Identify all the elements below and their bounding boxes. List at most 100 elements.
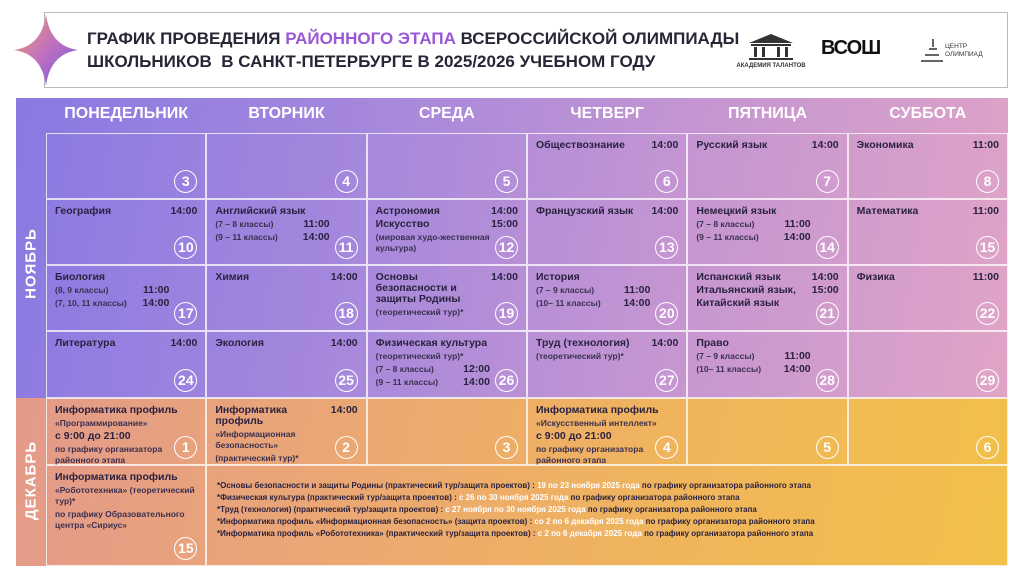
subject: Английский язык: [215, 205, 306, 217]
note-rest: по графику организатора районного этапа: [568, 493, 740, 502]
day-cell: Астрономия 14:00 Искусство 15:00 (мировая ху…: [366, 199, 527, 265]
time: 14:00: [142, 297, 170, 309]
day-cell: Экология 14:00 25: [206, 331, 367, 398]
note-text: *Труд (технология) (практический тур/защ…: [217, 505, 446, 514]
time: 14:00: [491, 271, 518, 283]
day-header: ПЯТНИЦА: [727, 105, 808, 122]
day-number: 21: [815, 302, 839, 325]
time: 11:00: [784, 350, 811, 362]
title-text: ВСЕРОССИЙСКОЙ ОЛИМПИАДЫ: [455, 29, 740, 48]
subject: Немецкий язык: [696, 205, 777, 217]
subject: Астрономия: [375, 205, 440, 217]
entry: (8, 9 классы) 11:00: [55, 285, 197, 296]
entry: по графику Образовательного центра «Сири…: [55, 509, 197, 531]
subject: Биология: [55, 271, 106, 283]
day-cell: Испанский язык 14:00 Итальянский язык, 15:0…: [687, 265, 848, 331]
time: 14:00: [783, 363, 811, 375]
detail: (9 – 11 классы): [215, 232, 278, 242]
day-number: 15: [174, 537, 198, 560]
time: 14:00: [811, 139, 839, 151]
detail: (8, 9 классы): [55, 285, 109, 295]
day-cell: 3: [366, 398, 527, 465]
entry: Французский язык 14:00: [536, 206, 678, 217]
subject: География: [55, 205, 112, 217]
entry: «Информационная безопасность»: [215, 429, 357, 451]
subject: Информатика профиль: [55, 404, 178, 416]
entry: (практический тур)*: [215, 453, 357, 464]
entry: «Искусственный интеллект»: [536, 418, 678, 429]
time: 15:00: [811, 284, 839, 296]
detail: по графику организатора районного этапа: [536, 444, 644, 465]
entry: (10– 11 классы) 14:00: [696, 364, 838, 375]
detail: (7 – 9 классы): [696, 351, 755, 361]
subject: Физическая культура: [375, 337, 488, 349]
day-number: 5: [815, 436, 839, 459]
subject: Искусство: [375, 218, 430, 230]
logo-text: АКАДЕМИЯ ТАЛАНТОВ: [736, 63, 806, 69]
detail: «Робототехника» (теоретический тур)*: [55, 485, 195, 506]
logo-star: [14, 14, 78, 86]
time: 14:00: [330, 404, 358, 416]
day-cell: Труд (технология) 14:00 (теоретический тур…: [527, 331, 688, 398]
header: ГРАФИК ПРОВЕДЕНИЯ РАЙОННОГО ЭТАПА ВСЕРОС…: [44, 12, 1008, 88]
time: 14:00: [170, 205, 198, 217]
subject: Труд (технология): [536, 337, 630, 349]
detail: (7 – 9 классы): [536, 285, 595, 295]
entry: Информатика профиль: [55, 472, 197, 483]
day-number: 8: [975, 170, 999, 193]
detail: (9 – 11 классы): [375, 377, 439, 387]
day-header: СУББОТА: [889, 105, 967, 122]
time: 11:00: [784, 218, 811, 230]
detail: (9 – 11 классы): [696, 232, 759, 242]
entry: Обществознание 14:00: [536, 140, 678, 151]
day-number: 4: [655, 436, 679, 459]
title: ГРАФИК ПРОВЕДЕНИЯ РАЙОННОГО ЭТАПА ВСЕРОС…: [87, 27, 739, 73]
entry: Экология 14:00: [215, 338, 357, 349]
entry: Химия 14:00: [215, 272, 357, 283]
day-cell: 3: [46, 133, 207, 199]
detail: (10– 11 классы): [536, 298, 601, 308]
detail: (7, 10, 11 классы): [55, 298, 127, 308]
time: 11:00: [624, 284, 651, 296]
day-cell: Обществознание 14:00 6: [527, 133, 688, 199]
note-text: *Физическая культура (практический тур/з…: [217, 493, 459, 502]
time: 14:00: [463, 376, 490, 388]
time: 14:00: [491, 205, 518, 217]
entry: (7 – 9 классы) 11:00: [536, 285, 678, 296]
time: 15:00: [491, 218, 518, 230]
day-number: 17: [174, 302, 198, 325]
detail: (теоретический тур)*: [536, 351, 624, 361]
day-cell: Русский язык 14:00 7: [687, 133, 848, 199]
entry: Литература 14:00: [55, 338, 197, 349]
day-cell: Биология (8, 9 классы) 11:00 (7, 10, 11 кла…: [46, 265, 207, 331]
note-dates: со 2 по 6 декабря 2025 года: [534, 517, 644, 526]
entry: Английский язык: [215, 206, 357, 217]
day-cell: История (7 – 9 классы) 11:00 (10– 11 классы…: [527, 265, 688, 331]
note-text: *Основы безопасности и защиты Родины (пр…: [217, 481, 538, 490]
time: 11:00: [972, 271, 999, 283]
time: 11:00: [972, 205, 999, 217]
entry: с 9:00 до 21:00: [55, 431, 197, 442]
detail: по графику Образовательного центра «Сири…: [55, 509, 185, 530]
day-number: 13: [655, 236, 679, 259]
day-number: 2: [334, 436, 358, 459]
detail: «Информационная безопасность»: [215, 429, 296, 450]
detail: (7 – 8 классы): [696, 219, 755, 229]
day-header: ВТОРНИК: [248, 105, 325, 122]
day-cell: Химия 14:00 18: [206, 265, 367, 331]
logo-icon: [921, 39, 943, 62]
subject: Испанский язык: [696, 271, 781, 283]
detail: (практический тур)*: [215, 453, 299, 463]
title-text: ШКОЛЬНИКОВ В САНКТ-ПЕТЕРБУРГЕ В 2025/202…: [87, 52, 656, 71]
entry: Информатика профиль: [536, 405, 678, 416]
entry: (7, 10, 11 классы) 14:00: [55, 298, 197, 309]
entry: Русский язык 14:00: [696, 140, 838, 151]
subject: Информатика профиль: [55, 471, 178, 483]
time: 14:00: [783, 231, 811, 243]
day-cell: Информатика профиль 14:00 «Информационная …: [206, 398, 367, 465]
entry: Экономика 11:00: [857, 140, 999, 151]
day-number: 5: [494, 170, 518, 193]
entry: (теоретический тур)*: [376, 307, 518, 318]
detail: (10– 11 классы): [696, 364, 762, 374]
